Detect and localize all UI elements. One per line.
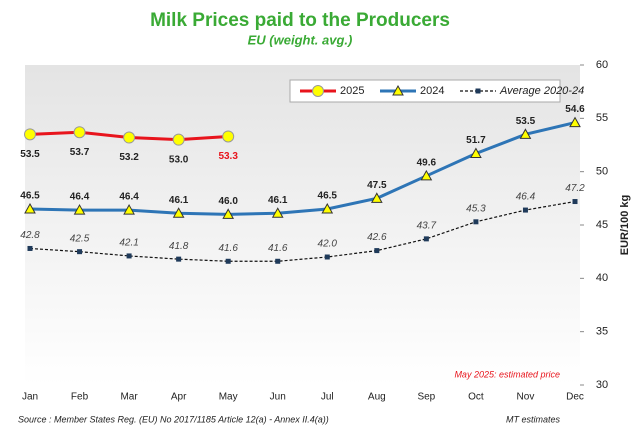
x-tick-label: Jun <box>270 392 286 403</box>
annotation: May 2025: estimated price <box>454 369 560 379</box>
data-label: 53.0 <box>169 154 189 165</box>
data-label: 53.5 <box>516 116 536 127</box>
y-tick-label: 40 <box>596 272 608 284</box>
x-tick-label: Sep <box>417 392 435 403</box>
data-label: 53.2 <box>119 152 139 163</box>
data-label: 41.6 <box>268 243 288 254</box>
marker <box>27 245 33 251</box>
marker <box>420 169 433 181</box>
y-tick-label: 50 <box>596 166 608 178</box>
data-label: 47.5 <box>367 180 387 191</box>
y-tick-label: 35 <box>596 326 608 338</box>
plot-area <box>25 65 580 385</box>
data-label: 54.6 <box>565 104 585 115</box>
data-label: 46.1 <box>169 195 189 206</box>
y-axis-label: EUR/100 kg <box>619 195 631 256</box>
data-label: 41.6 <box>218 243 238 254</box>
marker <box>522 207 528 213</box>
x-tick-label: Mar <box>120 392 138 403</box>
x-tick-label: Jan <box>22 392 38 403</box>
x-tick-label: May <box>219 392 238 403</box>
data-label: 53.3 <box>218 151 238 162</box>
data-label: 46.4 <box>70 192 90 203</box>
marker <box>73 126 86 139</box>
marker <box>423 236 429 242</box>
credit: MT estimates <box>506 414 561 424</box>
marker <box>470 147 482 159</box>
marker <box>271 207 284 218</box>
marker <box>77 249 83 255</box>
x-tick-label: Jul <box>321 392 334 403</box>
legend <box>289 79 561 103</box>
data-label: 42.0 <box>318 239 338 250</box>
legend-label: 2025 <box>340 85 364 97</box>
legend-marker <box>312 85 324 97</box>
marker <box>73 204 86 215</box>
x-tick-label: Nov <box>517 392 535 403</box>
marker <box>324 254 330 260</box>
marker <box>572 199 578 205</box>
marker <box>473 219 479 225</box>
legend-marker <box>475 88 481 94</box>
data-label: 46.5 <box>318 191 338 202</box>
marker <box>172 133 185 146</box>
legend-label: 2024 <box>420 85 444 97</box>
marker <box>222 208 235 219</box>
data-label: 51.7 <box>466 135 486 146</box>
data-label: 47.2 <box>565 183 585 194</box>
marker <box>275 258 281 264</box>
x-tick-label: Oct <box>468 392 484 403</box>
y-tick-label: 60 <box>596 59 608 71</box>
marker <box>176 256 182 262</box>
data-label: 46.4 <box>516 192 536 203</box>
series-line <box>29 121 576 216</box>
data-label: 46.0 <box>218 196 238 207</box>
data-label: 53.7 <box>70 147 90 158</box>
data-label: 46.4 <box>119 192 139 203</box>
data-label: 46.1 <box>268 195 288 206</box>
x-tick-label: Feb <box>71 392 89 403</box>
marker <box>370 192 383 203</box>
x-tick-label: Apr <box>171 392 187 403</box>
x-tick-label: Dec <box>566 392 584 403</box>
y-tick-label: 45 <box>596 219 608 231</box>
legend-marker <box>392 84 404 96</box>
series-line <box>29 200 576 262</box>
y-tick-label: 30 <box>596 379 608 391</box>
x-tick-label: Aug <box>368 392 386 403</box>
data-label: 42.8 <box>20 230 40 241</box>
data-label: 42.6 <box>367 232 387 243</box>
marker <box>225 258 231 264</box>
data-label: 45.3 <box>466 203 486 214</box>
data-label: 53.5 <box>20 149 40 160</box>
marker <box>24 202 36 214</box>
legend-label: Average 2020-24 <box>499 85 584 97</box>
marker <box>321 202 334 214</box>
chart-subtitle: EU (weight. avg.) <box>248 32 353 47</box>
marker <box>24 128 36 141</box>
data-label: 46.5 <box>20 191 40 202</box>
data-label: 42.5 <box>70 233 90 244</box>
y-tick-label: 55 <box>596 112 608 124</box>
marker <box>519 128 532 139</box>
marker <box>172 207 185 218</box>
marker <box>123 204 135 215</box>
marker <box>569 116 581 128</box>
data-label: 42.1 <box>119 238 138 249</box>
data-label: 43.7 <box>417 221 437 232</box>
marker <box>123 131 136 144</box>
marker <box>126 253 132 259</box>
chart-title: Milk Prices paid to the Producers <box>150 10 450 31</box>
marker <box>222 130 235 143</box>
marker <box>374 248 380 254</box>
data-label: 41.8 <box>169 241 189 252</box>
data-label: 49.6 <box>417 158 437 169</box>
source: Source : Member States Reg. (EU) No 2017… <box>18 414 329 424</box>
